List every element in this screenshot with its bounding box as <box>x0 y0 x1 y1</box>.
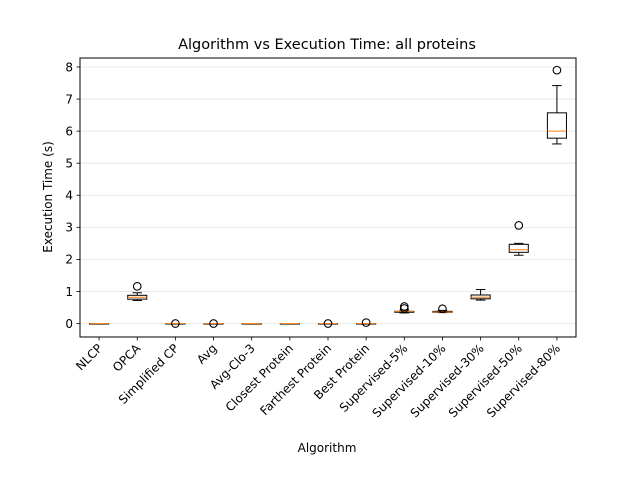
plot-area-frame <box>79 57 577 338</box>
outlier-point <box>323 319 333 328</box>
outlier-point <box>361 318 371 327</box>
x-tick-label: Closest Protein <box>223 341 296 414</box>
gridlines <box>80 66 576 324</box>
y-tick-label: 7 <box>65 92 73 106</box>
box-iqr <box>508 243 529 253</box>
x-tick-label: Supervised-80% <box>484 341 563 420</box>
box-supervised-30 <box>470 289 491 301</box>
box-simplified-cp <box>165 319 186 328</box>
x-axis-title: Algorithm <box>298 441 357 455</box>
x-tick-label: Avg <box>194 341 220 367</box>
x-tick-label: NLCP <box>73 341 105 373</box>
x-tick-label: Supervised-5% <box>337 341 411 415</box>
outlier-point <box>514 221 524 230</box>
chart-title: Algorithm vs Execution Time: all protein… <box>178 37 476 53</box>
box-avg <box>203 319 224 328</box>
outlier-point <box>438 304 447 314</box>
y-tick-label: 5 <box>65 156 73 170</box>
box-nlcp <box>89 323 110 325</box>
box-supervised-5 <box>394 302 415 314</box>
box-iqr <box>546 112 567 139</box>
outlier-point <box>171 319 180 328</box>
box-avg-clo-3 <box>241 323 262 325</box>
outlier-point <box>399 302 409 311</box>
x-tick-label: OPCA <box>110 341 144 375</box>
box-supervised-10 <box>432 304 453 314</box>
y-tick-label: 4 <box>65 189 73 203</box>
y-tick-label: 6 <box>65 124 73 138</box>
y-tick-label: 1 <box>65 285 73 299</box>
y-tick-label: 0 <box>65 317 73 331</box>
box-closest-protein <box>279 323 300 325</box>
y-tick-label: 2 <box>65 253 73 267</box>
box-supervised-80 <box>546 65 567 145</box>
box-opca <box>127 281 148 301</box>
outlier-point <box>209 319 218 328</box>
y-axis-title: Execution Time (s) <box>41 141 55 253</box>
boxes-layer <box>89 65 567 328</box>
box-supervised-50 <box>508 221 529 256</box>
box-best-protein <box>356 318 377 327</box>
outlier-point <box>132 281 142 291</box>
outlier-point <box>552 65 562 75</box>
y-tick-label: 8 <box>65 60 73 74</box>
box-farthest-protein <box>317 319 339 328</box>
y-axis: 0 1 2 3 4 5 6 7 8 <box>65 60 80 331</box>
y-tick-label: 3 <box>65 221 73 235</box>
